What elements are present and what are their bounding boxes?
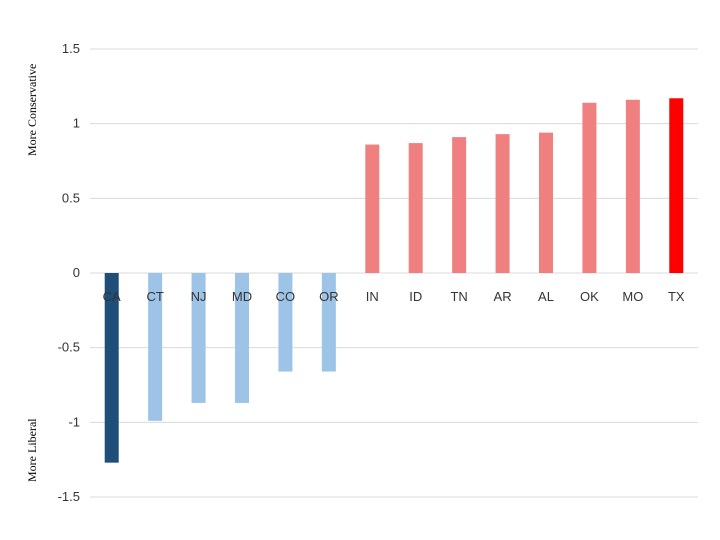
category-label: CO [276,289,296,304]
y-tick-label: -0.5 [58,340,80,355]
bar-ok [582,102,597,273]
category-label: ID [409,289,422,304]
category-label: MD [232,289,252,304]
upper-axis-label: More Conservative [25,64,39,156]
category-label: AL [538,289,554,304]
category-label: MO [622,289,643,304]
y-tick-label: -1.5 [58,489,80,504]
y-tick-label: 0 [73,265,80,280]
category-label: TX [668,289,685,304]
bar-ct [148,273,163,421]
category-label: TN [450,289,467,304]
y-tick-label: 1 [73,116,80,131]
bar-in [365,144,380,273]
category-label: AR [494,289,512,304]
bar-id [408,143,423,273]
category-label: IN [366,289,379,304]
category-label: OR [319,289,339,304]
lower-axis-label: More Liberal [25,418,39,482]
category-labels: CA CT NJ MD CO OR IN ID TN AR AL OK MO TX [103,289,685,304]
category-label: OK [580,289,599,304]
y-axis-ticks: 1.5 1 0.5 0 -0.5 -1 -1.5 [58,41,80,504]
bar-al [539,132,553,273]
y-tick-label: -1 [68,414,80,429]
bar-md [235,273,249,403]
bar-nj [191,273,206,403]
bar-ar [495,134,510,273]
y-tick-label: 1.5 [62,41,80,56]
bar-ca [104,273,119,463]
bar-mo [625,99,640,273]
bar-or [321,273,336,372]
bars [104,98,684,463]
bar-tn [452,137,467,273]
category-label: CT [146,289,163,304]
bar-tx [669,98,684,273]
bar-co [278,273,293,372]
gridlines [90,48,698,498]
category-label: NJ [191,289,207,304]
y-tick-label: 0.5 [62,190,80,205]
category-label: CA [103,289,121,304]
